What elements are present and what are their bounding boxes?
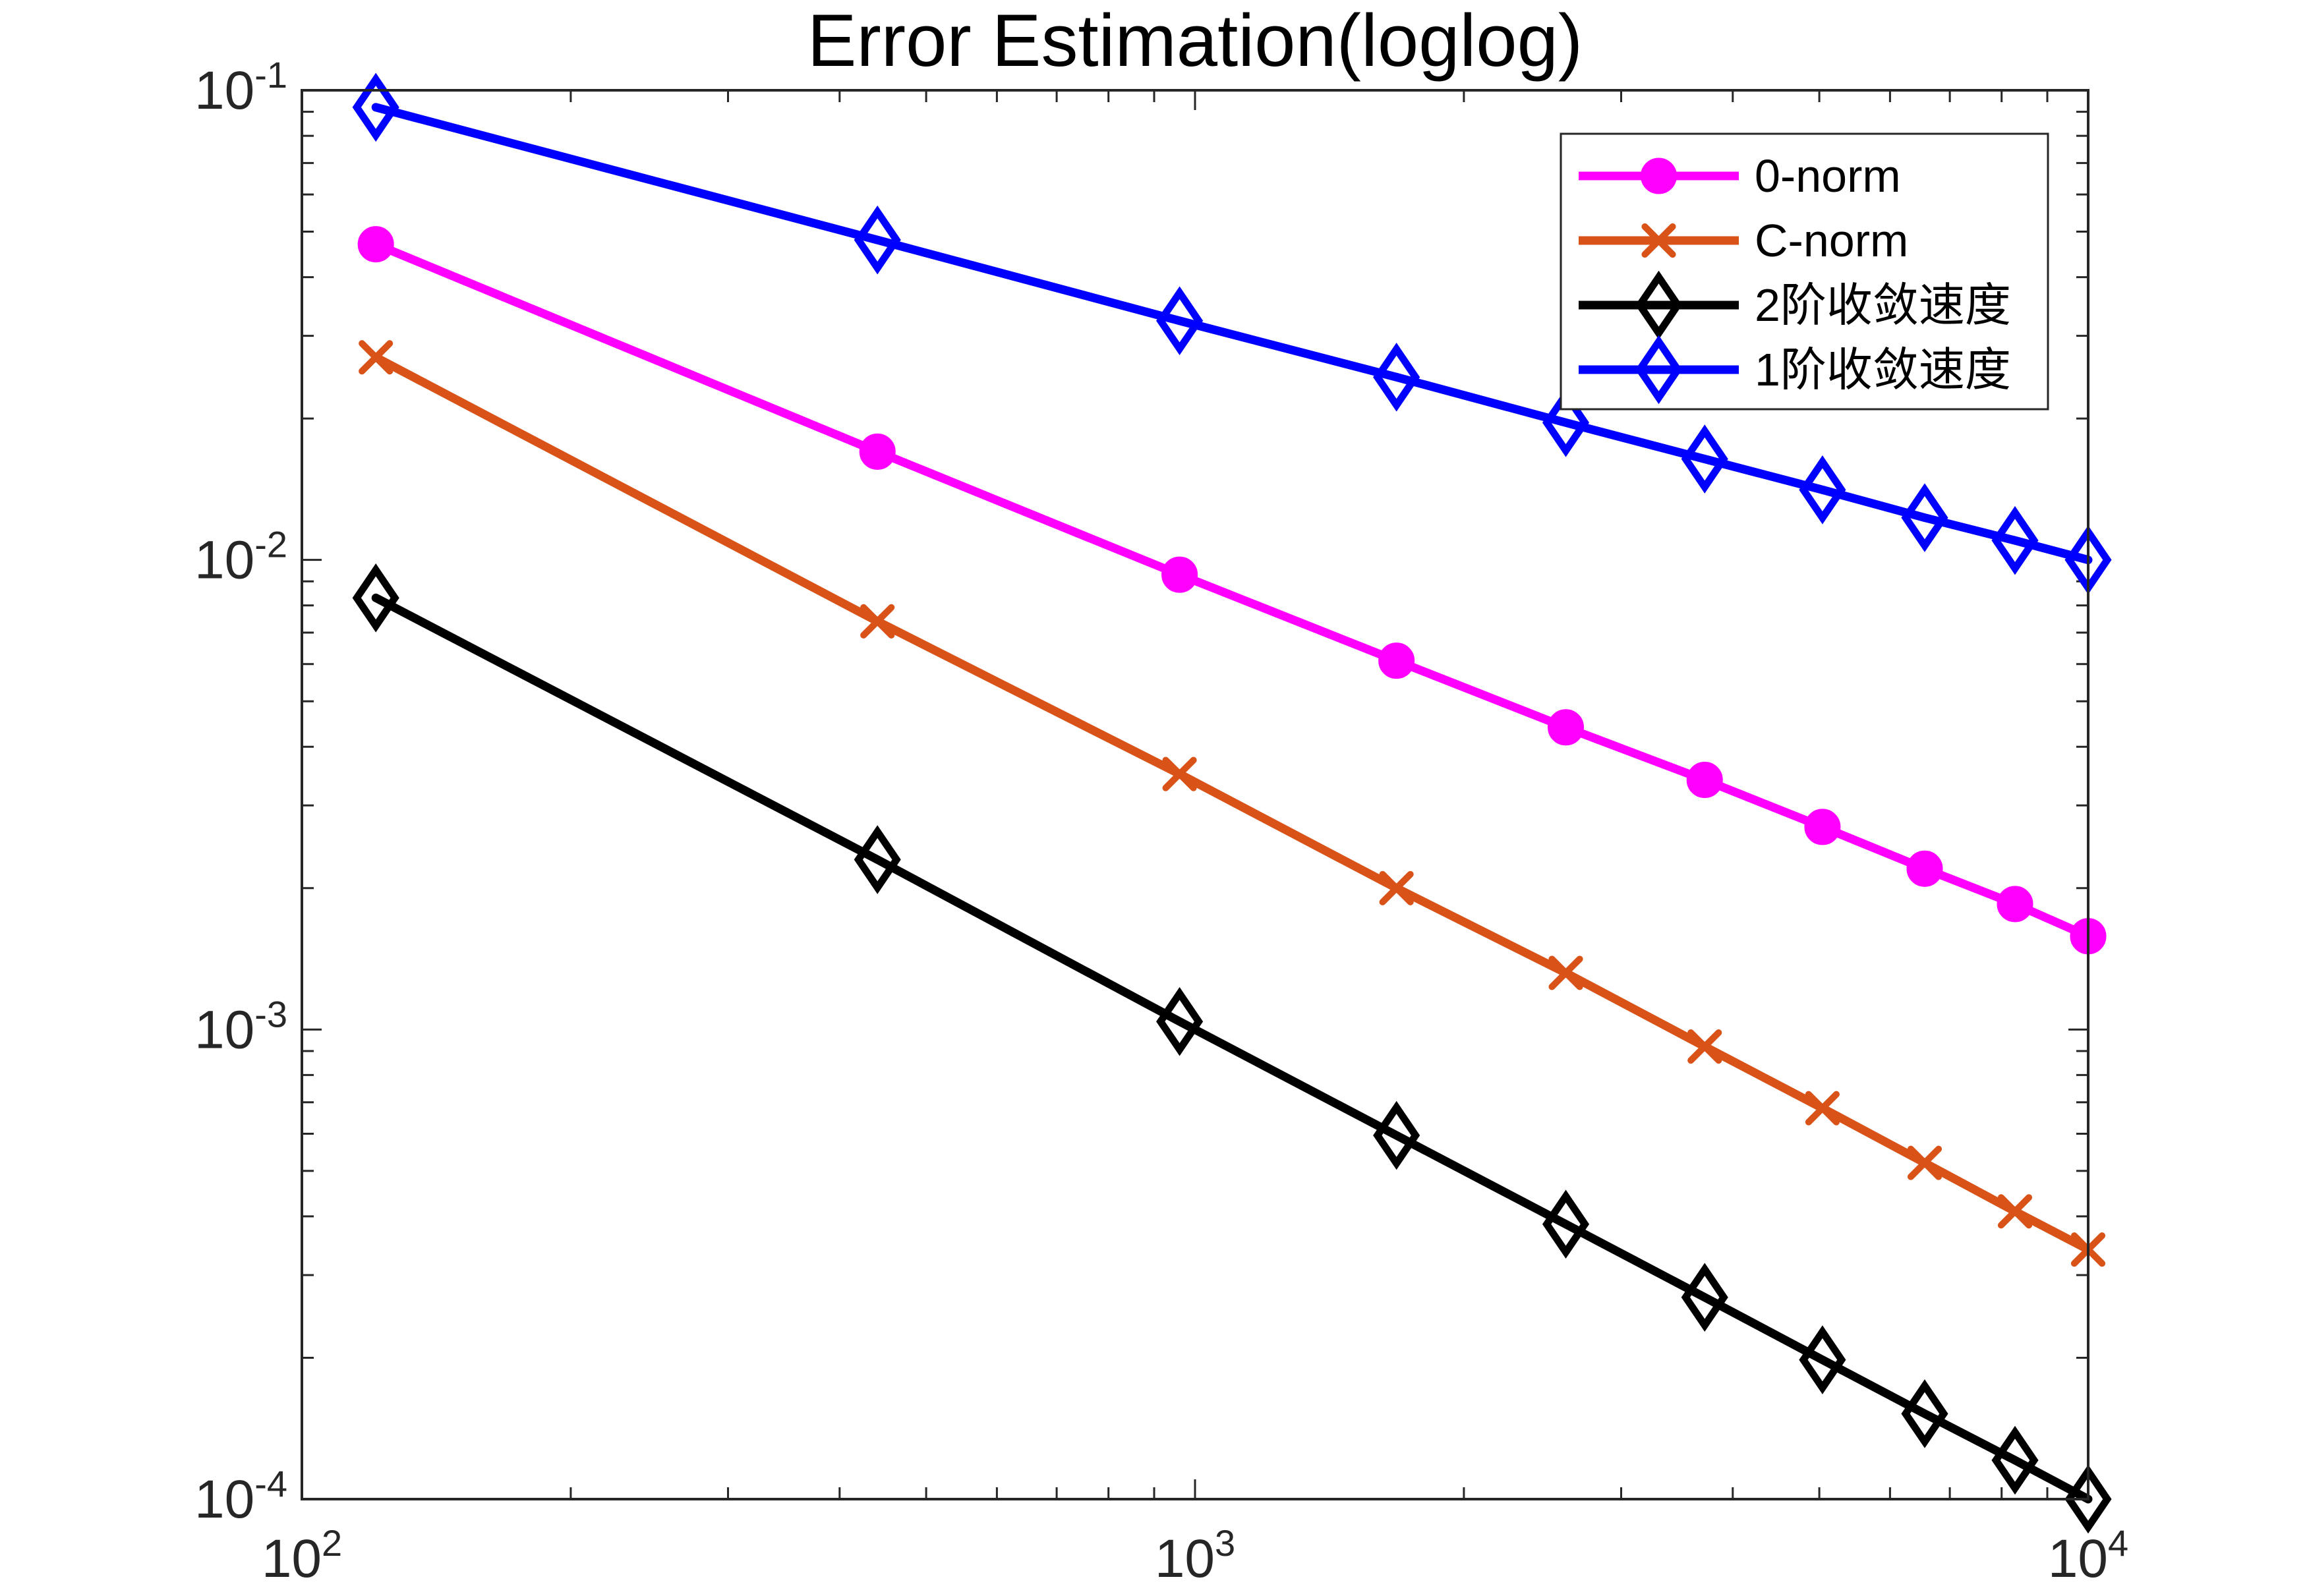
data-point <box>859 433 896 470</box>
y-tick-label: 10-2 <box>194 524 287 590</box>
plot-frame <box>301 89 2089 1500</box>
legend-swatch-marker <box>1641 223 1676 258</box>
data-point <box>1548 955 1583 990</box>
data-point <box>352 563 399 633</box>
data-point <box>1542 388 1590 457</box>
x-tick-label: 104 <box>2048 1522 2128 1589</box>
legend-label: C-norm <box>1755 215 1908 266</box>
legend-label: 2阶收敛速度 <box>1755 279 2011 331</box>
data-point <box>1156 986 1204 1056</box>
data-point <box>1799 455 1846 525</box>
data-point <box>1907 1145 1942 1180</box>
y-tick-label: 10-1 <box>194 54 287 121</box>
data-point <box>1156 286 1204 356</box>
data-point <box>1547 709 1585 746</box>
data-point <box>1686 762 1723 799</box>
x-tick-labels: 102 103 104 <box>262 1522 2128 1589</box>
legend-swatch-marker <box>1635 270 1683 340</box>
data-point <box>1906 850 1943 887</box>
y-tick-label: 10-4 <box>194 1463 287 1529</box>
x-tick-label: 103 <box>1155 1522 1235 1589</box>
series-line <box>371 240 2093 941</box>
series-layer <box>352 72 2112 1534</box>
legend-swatch-marker <box>1640 157 1678 194</box>
data-point <box>1799 1325 1846 1394</box>
series-line <box>371 353 2093 1254</box>
data-point <box>2064 1464 2112 1534</box>
data-point <box>1162 756 1197 791</box>
data-point <box>1901 483 1948 552</box>
legend-item: 1阶收敛速度 <box>1579 335 2011 405</box>
x-minor-ticks <box>569 90 2049 1499</box>
data-point <box>1997 886 2033 923</box>
data-point <box>359 340 394 375</box>
data-point <box>1991 1425 2039 1495</box>
y-tick-label: 10-3 <box>194 993 287 1060</box>
series-3 <box>352 72 2112 594</box>
data-point <box>1805 1091 1840 1126</box>
data-point <box>854 205 901 275</box>
data-point <box>1997 1194 2033 1229</box>
legend-label: 1阶收敛速度 <box>1755 344 2011 395</box>
legend-item: C-norm <box>1579 215 1908 266</box>
legend-item: 0-norm <box>1579 150 1901 202</box>
data-point <box>1373 343 1420 412</box>
legend-item: 2阶收敛速度 <box>1579 270 2011 340</box>
data-point <box>1681 424 1728 494</box>
y-minor-ticks <box>302 111 2088 1359</box>
data-point <box>1804 809 1841 845</box>
y-tick-labels: 10-4 10-3 10-2 10-1 <box>194 54 287 1529</box>
series-line <box>371 103 2093 565</box>
series-1 <box>359 340 2106 1267</box>
chart-title: Error Estimation(loglog) <box>807 0 1583 82</box>
data-point <box>1161 556 1198 593</box>
series-2 <box>352 563 2112 1534</box>
data-point <box>1378 642 1415 679</box>
data-point <box>357 226 394 263</box>
x-tick-label: 102 <box>262 1522 342 1589</box>
data-point <box>1901 1379 1948 1448</box>
legend-swatch-marker <box>1635 335 1683 405</box>
data-point <box>1687 1029 1722 1064</box>
data-point <box>1681 1263 1728 1332</box>
data-point <box>860 604 895 639</box>
data-point <box>1373 1100 1420 1170</box>
series-0 <box>357 226 2107 955</box>
legend-label: 0-norm <box>1755 150 1901 202</box>
data-point <box>1991 505 2039 575</box>
data-point <box>854 825 901 894</box>
legend: 0-norm C-norm 2阶收敛速度 1阶收敛速度 <box>1560 132 2049 411</box>
data-point <box>1542 1189 1590 1259</box>
data-point <box>1379 870 1414 905</box>
data-point <box>352 72 399 142</box>
series-line <box>371 593 2093 1504</box>
